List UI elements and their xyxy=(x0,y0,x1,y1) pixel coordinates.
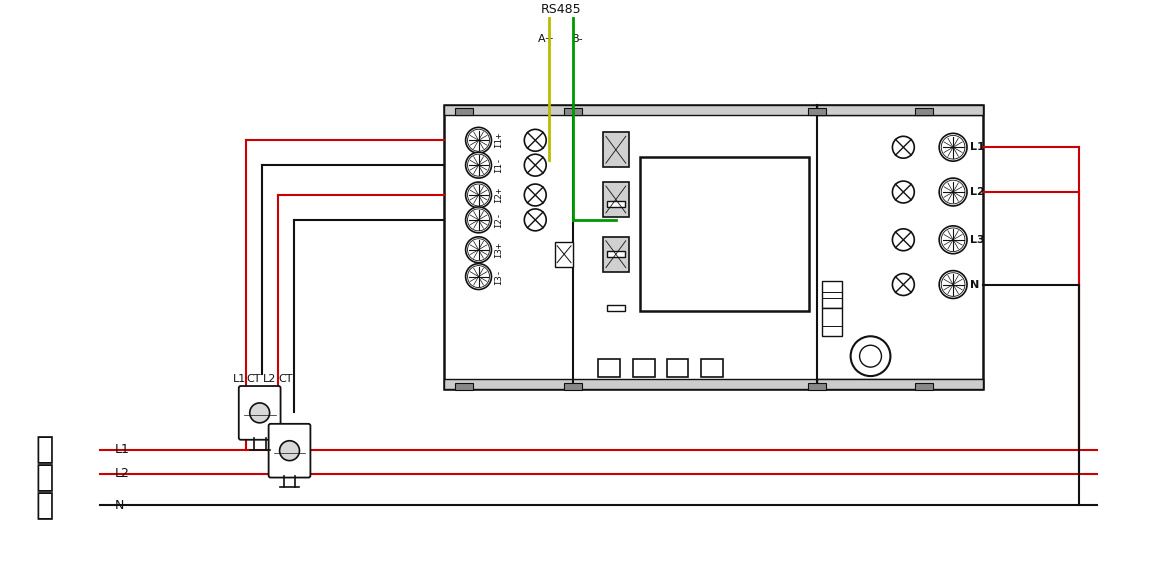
Bar xyxy=(564,383,582,390)
Bar xyxy=(603,133,628,167)
Bar xyxy=(444,106,983,116)
Bar xyxy=(607,251,625,257)
Circle shape xyxy=(466,182,492,208)
Circle shape xyxy=(466,152,492,178)
Text: A+: A+ xyxy=(537,34,555,44)
Text: 载: 载 xyxy=(36,491,54,520)
Circle shape xyxy=(524,184,547,206)
Bar xyxy=(816,106,983,116)
Text: L2: L2 xyxy=(114,467,130,480)
Text: CT: CT xyxy=(246,374,260,384)
Circle shape xyxy=(939,226,967,253)
Bar xyxy=(916,383,933,390)
Bar xyxy=(598,359,620,377)
FancyBboxPatch shape xyxy=(269,424,311,478)
Bar xyxy=(555,242,573,267)
Text: I3-: I3- xyxy=(494,269,503,284)
Circle shape xyxy=(939,133,967,161)
Text: RS485: RS485 xyxy=(541,3,582,16)
Bar xyxy=(444,379,983,389)
Circle shape xyxy=(466,237,492,263)
Text: N: N xyxy=(114,499,124,512)
Circle shape xyxy=(892,273,915,296)
Text: I1-: I1- xyxy=(494,157,503,173)
Text: CT: CT xyxy=(278,374,293,384)
Circle shape xyxy=(466,127,492,153)
Bar xyxy=(816,379,983,389)
Text: L2: L2 xyxy=(263,374,277,384)
Circle shape xyxy=(250,403,270,423)
Text: 负: 负 xyxy=(36,463,54,492)
Text: L1: L1 xyxy=(234,374,246,384)
Circle shape xyxy=(850,336,890,376)
Text: L1: L1 xyxy=(969,142,985,152)
Circle shape xyxy=(939,270,967,298)
FancyBboxPatch shape xyxy=(238,386,280,440)
Text: 到: 到 xyxy=(36,435,54,464)
Circle shape xyxy=(939,178,967,206)
Text: L3: L3 xyxy=(969,235,985,245)
Circle shape xyxy=(524,209,547,231)
Bar xyxy=(454,383,473,390)
Bar xyxy=(702,359,723,377)
Bar xyxy=(607,305,625,311)
Bar xyxy=(454,109,473,116)
Bar xyxy=(564,109,582,116)
Bar xyxy=(667,359,688,377)
Bar xyxy=(640,157,809,311)
Circle shape xyxy=(524,154,547,176)
Text: I3+: I3+ xyxy=(494,242,503,258)
Bar xyxy=(916,109,933,116)
Text: L2: L2 xyxy=(969,187,985,197)
Bar xyxy=(603,237,628,272)
Bar xyxy=(633,359,654,377)
Bar xyxy=(808,109,826,116)
Circle shape xyxy=(466,207,492,233)
Text: I2-: I2- xyxy=(494,212,503,228)
Circle shape xyxy=(892,181,915,203)
Bar xyxy=(444,106,983,389)
Circle shape xyxy=(279,441,299,461)
Bar xyxy=(603,182,628,217)
Text: I1+: I1+ xyxy=(494,132,503,148)
Text: L1: L1 xyxy=(114,443,130,456)
Circle shape xyxy=(892,229,915,251)
Bar xyxy=(822,280,842,308)
Text: B-: B- xyxy=(572,34,584,44)
Bar xyxy=(808,383,826,390)
Text: I2+: I2+ xyxy=(494,187,503,203)
Circle shape xyxy=(466,263,492,290)
Circle shape xyxy=(524,129,547,151)
Bar xyxy=(607,201,625,207)
Bar xyxy=(822,308,842,336)
Text: N: N xyxy=(969,280,979,290)
Circle shape xyxy=(892,136,915,158)
